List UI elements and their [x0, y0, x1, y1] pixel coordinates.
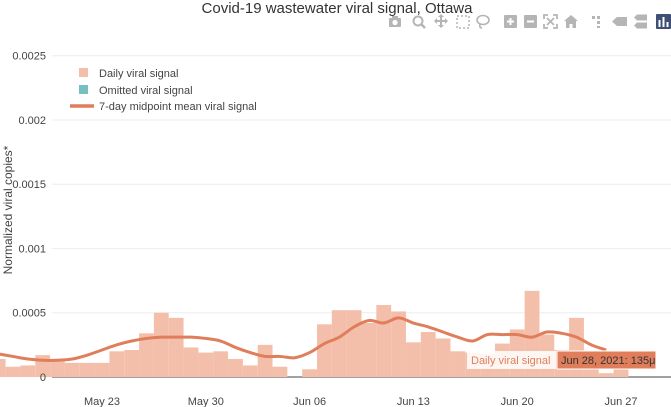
daily-bar[interactable] [5, 366, 21, 377]
mean-line-layer [0, 316, 607, 362]
modebar [389, 14, 671, 29]
daily-bar[interactable] [435, 338, 451, 377]
legend: Daily viral signal Omitted viral signal … [70, 68, 257, 113]
x-tick-label: May 23 [84, 396, 120, 407]
legend-label-daily[interactable]: Daily viral signal [99, 68, 178, 80]
camera-icon[interactable] [389, 16, 401, 27]
daily-bar[interactable] [64, 362, 80, 377]
daily-bar[interactable] [405, 342, 421, 377]
daily-bar[interactable] [20, 365, 36, 377]
y-tick-label: 0.002 [18, 115, 46, 127]
hover-closest-icon[interactable] [612, 17, 627, 26]
y-tick-labels: 0 0.0005 0.001 0.0015 0.002 0.0025 [12, 51, 46, 384]
daily-bar[interactable] [272, 366, 288, 377]
y-tick-label: 0.001 [18, 243, 46, 255]
daily-bar[interactable] [183, 347, 199, 377]
daily-bar[interactable] [50, 361, 65, 377]
zoom-in-icon[interactable] [504, 15, 517, 28]
daily-bar[interactable] [331, 310, 347, 377]
daily-bar[interactable] [257, 344, 273, 377]
daily-bar[interactable] [168, 317, 184, 377]
hover-compare-icon[interactable] [634, 14, 647, 29]
daily-bar[interactable] [598, 373, 614, 377]
x-tick-label: May 30 [188, 396, 224, 407]
y-tick-label: 0.0005 [12, 308, 46, 320]
daily-bar[interactable] [153, 312, 169, 377]
box-select-icon[interactable] [456, 15, 470, 29]
legend-label-mean[interactable]: 7-day midpoint mean viral signal [99, 101, 257, 113]
daily-bar[interactable] [317, 324, 332, 377]
pan-icon[interactable] [434, 14, 448, 28]
zoom-out-icon[interactable] [524, 15, 537, 28]
legend-label-omitted[interactable]: Omitted viral signal [99, 85, 193, 97]
daily-bar[interactable] [109, 351, 125, 377]
daily-bar[interactable] [376, 305, 392, 377]
mean-line[interactable] [0, 316, 607, 362]
x-tick-label: Jun 13 [397, 396, 430, 407]
plotly-logo-icon[interactable] [656, 14, 671, 29]
hover-series-name: Daily viral signal [471, 355, 550, 367]
x-tick-labels: May 23 May 30 Jun 06 Jun 13 Jun 20 Jun 27 [84, 396, 638, 407]
chart-title: Covid-19 wastewater viral signal, Ottawa [202, 0, 474, 17]
x-tick-label: Jun 27 [604, 396, 637, 407]
daily-bar[interactable] [124, 350, 140, 377]
daily-bar[interactable] [94, 362, 110, 377]
daily-bar[interactable] [228, 359, 243, 377]
reset-axes-icon[interactable] [564, 15, 578, 28]
daily-bar[interactable] [79, 362, 95, 377]
x-tick-label: Jun 20 [501, 396, 534, 407]
y-tick-label: 0 [40, 372, 46, 384]
daily-bar[interactable] [198, 352, 214, 377]
y-tick-label: 0.0015 [12, 179, 46, 191]
daily-bar[interactable] [139, 333, 154, 377]
daily-bar[interactable] [242, 365, 258, 377]
daily-bar[interactable] [302, 369, 318, 377]
hover-value: Jun 28, 2021: 135μ [561, 355, 655, 367]
lasso-icon[interactable] [476, 14, 490, 29]
x-tick-label: Jun 06 [293, 396, 326, 407]
autoscale-icon[interactable] [543, 14, 558, 29]
daily-bar[interactable] [450, 351, 466, 377]
daily-bar[interactable] [420, 332, 436, 377]
spike-lines-icon[interactable] [592, 16, 600, 28]
y-axis-title: Normalized viral copies* [1, 145, 15, 274]
daily-bar[interactable] [391, 311, 406, 377]
legend-swatch-daily[interactable] [79, 68, 88, 77]
daily-bar[interactable] [213, 351, 229, 377]
daily-bar[interactable] [361, 323, 377, 377]
hover-name-box [467, 351, 556, 369]
legend-swatch-omitted[interactable] [79, 85, 88, 94]
hover-value-box [556, 350, 657, 370]
daily-bar[interactable] [346, 310, 362, 377]
zoom-icon[interactable] [412, 15, 426, 29]
y-tick-label: 0.0025 [12, 51, 46, 63]
daily-bar[interactable] [0, 359, 6, 377]
hover-tooltip: Daily viral signal Jun 28, 2021: 135μ [467, 350, 657, 370]
